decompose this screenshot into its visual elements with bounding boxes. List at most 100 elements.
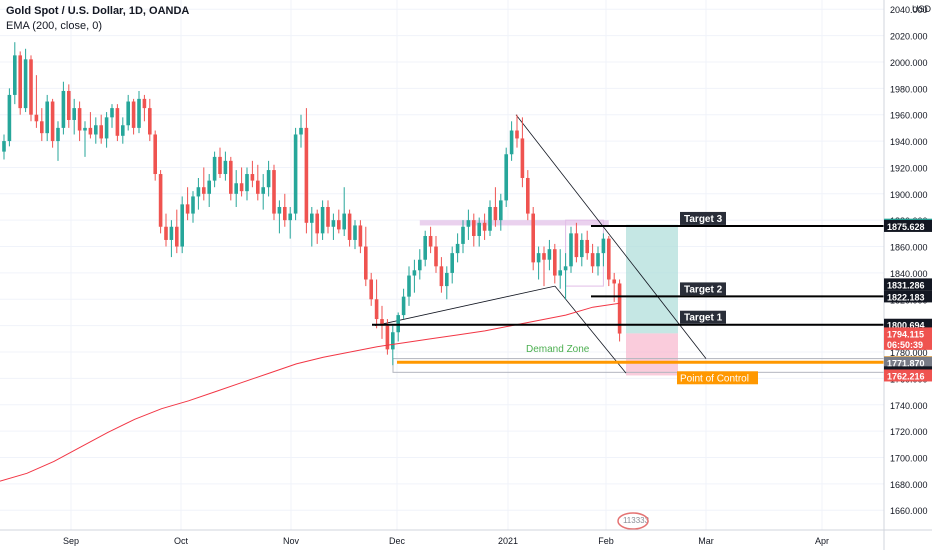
candle-body bbox=[590, 253, 595, 267]
candle bbox=[175, 209, 179, 254]
candle bbox=[563, 253, 568, 300]
candle-body bbox=[23, 59, 28, 109]
candle bbox=[212, 151, 217, 188]
candle bbox=[493, 187, 498, 227]
candle bbox=[180, 196, 184, 254]
candle bbox=[326, 200, 330, 234]
price-tag: 1822.183 bbox=[887, 292, 925, 302]
candle-body bbox=[142, 98, 147, 109]
candle bbox=[580, 233, 584, 267]
candle-body bbox=[266, 170, 271, 188]
price-tag-bg bbox=[884, 356, 932, 369]
indicator-legend[interactable]: EMA (200, close, 0) bbox=[6, 20, 102, 32]
candle bbox=[234, 170, 238, 207]
candle-body bbox=[596, 253, 600, 267]
candle-body bbox=[353, 225, 357, 240]
candle bbox=[504, 147, 508, 207]
target-label-bg bbox=[680, 310, 726, 324]
candle-body bbox=[40, 121, 44, 134]
candle-body bbox=[601, 238, 606, 254]
candle-body bbox=[509, 130, 514, 155]
profit-zone bbox=[626, 224, 678, 334]
price-axis[interactable]: 2040.000 2020.000 2000.000 1980.000 1960.000… bbox=[883, 0, 932, 550]
candle-body bbox=[380, 319, 384, 326]
candle-body bbox=[288, 213, 292, 221]
candle-body bbox=[261, 187, 265, 194]
candle-body bbox=[175, 226, 179, 247]
candle bbox=[77, 101, 82, 142]
candle bbox=[88, 112, 93, 139]
candle-body bbox=[563, 266, 568, 271]
price-tag-bg bbox=[884, 327, 932, 340]
candle bbox=[569, 226, 573, 273]
candle bbox=[364, 226, 368, 287]
y-tick-label: 2040.000 bbox=[890, 5, 928, 15]
candle-body bbox=[104, 117, 109, 139]
candle-body bbox=[7, 94, 12, 142]
candle-body bbox=[358, 225, 363, 247]
candle-body bbox=[580, 239, 584, 258]
candle-body bbox=[45, 101, 49, 134]
price-tag: 1831.286 bbox=[887, 280, 925, 290]
candle bbox=[207, 174, 211, 207]
candle-body bbox=[520, 138, 525, 178]
candle-body bbox=[472, 220, 476, 236]
x-tick-label: Dec bbox=[389, 536, 406, 546]
candle-body bbox=[342, 213, 346, 230]
candle-body bbox=[67, 90, 71, 120]
candle-body bbox=[29, 59, 33, 115]
candle bbox=[72, 98, 76, 135]
candle-body bbox=[617, 283, 622, 334]
poc-label-bg bbox=[677, 371, 758, 385]
candle-body bbox=[445, 272, 449, 287]
candle-body bbox=[488, 206, 492, 231]
grid-lines bbox=[0, 0, 884, 530]
candle-body bbox=[574, 233, 579, 258]
candle bbox=[407, 266, 411, 306]
candle bbox=[337, 209, 341, 234]
candle-body bbox=[515, 130, 519, 139]
candle bbox=[590, 243, 595, 273]
x-tick-label: Feb bbox=[598, 536, 614, 546]
wedge-lower-line bbox=[554, 285, 627, 374]
candle bbox=[547, 239, 552, 271]
candle-body bbox=[553, 249, 557, 276]
candle bbox=[7, 88, 12, 147]
candle bbox=[196, 177, 201, 210]
candle-body bbox=[153, 134, 157, 175]
candle-body bbox=[250, 174, 255, 181]
candle bbox=[288, 206, 292, 239]
time-axis[interactable]: Sep Oct Nov Dec 2021 Feb Mar Apr bbox=[0, 529, 932, 546]
candle-body bbox=[412, 270, 417, 276]
candle-body bbox=[434, 246, 438, 267]
candle bbox=[601, 233, 606, 267]
candle-body bbox=[283, 206, 287, 221]
candle bbox=[34, 75, 39, 128]
candle-body bbox=[50, 101, 55, 142]
candle-body bbox=[331, 220, 336, 227]
candle-body bbox=[337, 220, 341, 230]
candle bbox=[293, 127, 298, 221]
symbol-title[interactable]: Gold Spot / U.S. Dollar, 1D, OANDA bbox=[6, 5, 190, 17]
candle-body bbox=[326, 206, 330, 227]
candle-body bbox=[180, 204, 184, 247]
demand-zone-label: Demand Zone bbox=[526, 344, 590, 355]
y-tick-label: 1700.000 bbox=[890, 453, 928, 463]
candle bbox=[472, 213, 476, 247]
price-tag-bg bbox=[884, 369, 932, 382]
candle-body bbox=[229, 160, 233, 194]
candle-body bbox=[385, 325, 390, 350]
candle bbox=[434, 235, 438, 273]
candle bbox=[202, 167, 206, 201]
candle-body bbox=[347, 213, 352, 240]
candle-body bbox=[569, 233, 573, 267]
y-tick-label: 1920.000 bbox=[890, 163, 928, 173]
candle-body bbox=[277, 206, 282, 214]
candle bbox=[283, 193, 287, 227]
candle bbox=[191, 191, 195, 223]
candle bbox=[40, 108, 44, 142]
candle-body bbox=[56, 127, 60, 142]
candle bbox=[218, 147, 222, 178]
candle bbox=[320, 200, 325, 240]
